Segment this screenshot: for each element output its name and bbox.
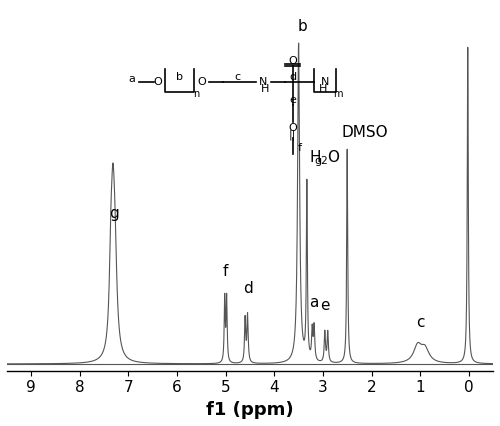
Text: f: f [223, 264, 228, 279]
Text: H$_2$O: H$_2$O [310, 148, 342, 167]
Text: DMSO: DMSO [342, 124, 388, 140]
Text: d: d [242, 281, 252, 296]
Text: e: e [320, 298, 330, 313]
X-axis label: f1 (ppm): f1 (ppm) [206, 401, 294, 419]
Text: g: g [109, 206, 119, 221]
Text: a: a [310, 294, 319, 310]
Text: b: b [298, 19, 308, 34]
Text: c: c [416, 315, 424, 330]
